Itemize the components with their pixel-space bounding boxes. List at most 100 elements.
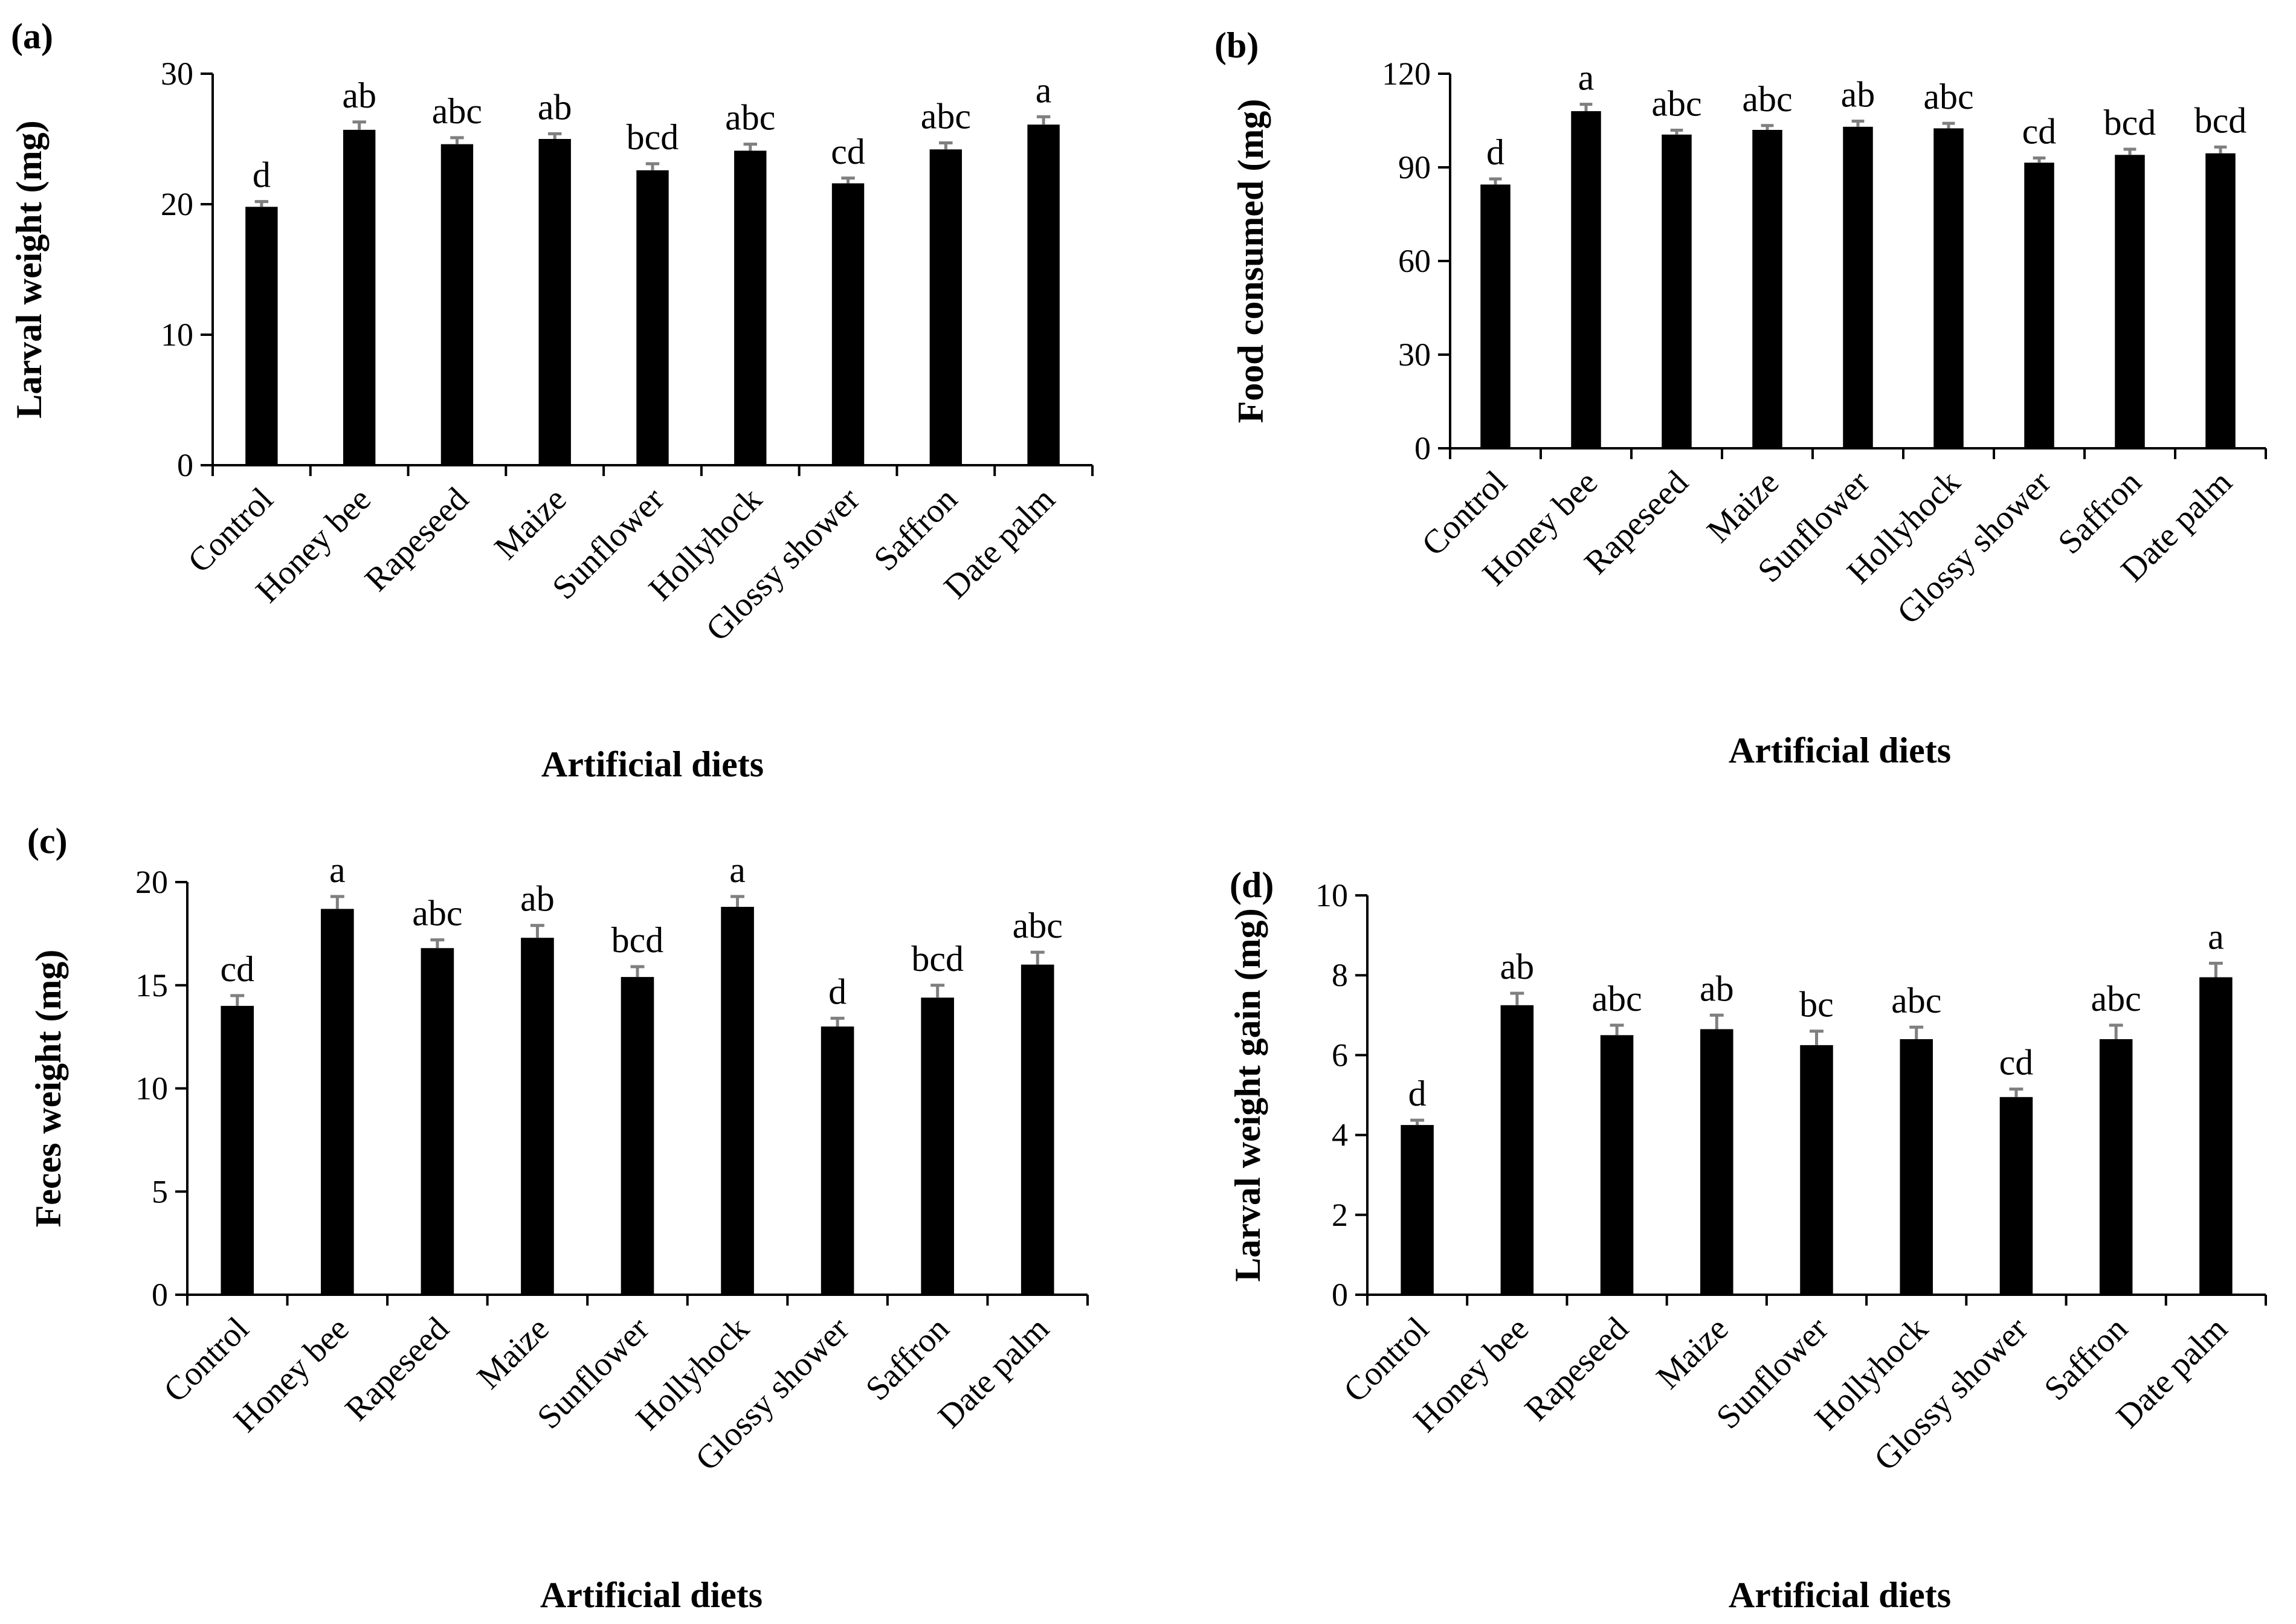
y-tick-label: 0 xyxy=(177,447,193,483)
bar xyxy=(245,207,278,465)
y-tick-label: 0 xyxy=(152,1277,168,1313)
significance-label: abc xyxy=(1591,979,1642,1019)
y-tick-label: 20 xyxy=(161,186,193,222)
significance-label: abc xyxy=(2091,979,2141,1019)
bar xyxy=(831,183,865,465)
bar xyxy=(1571,111,1601,448)
bar xyxy=(1027,124,1060,466)
y-tick-label: 10 xyxy=(1315,877,1348,914)
significance-label: bcd xyxy=(2104,103,2156,143)
significance-label: ab xyxy=(1500,947,1535,987)
bar xyxy=(1800,1045,1833,1295)
panel-label: (a) xyxy=(11,16,53,56)
bar xyxy=(1500,1005,1534,1295)
bar xyxy=(929,149,963,465)
significance-label: abc xyxy=(1651,84,1701,124)
significance-label: cd xyxy=(220,949,254,989)
significance-label: bcd xyxy=(911,939,964,979)
y-axis-title: Food consumed (mg) xyxy=(1231,99,1271,424)
bar xyxy=(734,150,767,465)
bar xyxy=(1021,964,1054,1295)
bar xyxy=(2199,977,2233,1295)
significance-label: abc xyxy=(1013,906,1063,946)
significance-label: cd xyxy=(1999,1043,2034,1083)
significance-label: d xyxy=(1408,1074,1427,1113)
bar xyxy=(343,129,376,465)
significance-label: cd xyxy=(831,132,865,172)
y-tick-label: 6 xyxy=(1332,1037,1348,1073)
significance-label: d xyxy=(828,971,846,1011)
significance-label: d xyxy=(1486,132,1504,172)
y-tick-label: 5 xyxy=(152,1173,168,1210)
y-tick-label: 60 xyxy=(1398,243,1431,279)
bar xyxy=(538,139,571,465)
y-axis-title: Larval weight (mg) xyxy=(9,120,49,418)
significance-label: a xyxy=(329,850,346,890)
significance-label: cd xyxy=(2022,112,2057,152)
significance-label: ab xyxy=(1700,968,1734,1008)
y-tick-label: 120 xyxy=(1382,56,1431,92)
y-tick-label: 20 xyxy=(135,864,168,900)
significance-label: abc xyxy=(921,96,971,136)
y-tick-label: 30 xyxy=(161,56,193,92)
y-tick-label: 0 xyxy=(1414,430,1431,466)
y-tick-label: 0 xyxy=(1332,1277,1348,1313)
x-axis-title: Artificial diets xyxy=(540,1575,763,1615)
x-axis-title: Artificial diets xyxy=(541,744,764,784)
significance-label: a xyxy=(729,850,746,890)
significance-label: a xyxy=(1578,58,1595,98)
significance-label: a xyxy=(2208,917,2224,956)
significance-label: a xyxy=(1036,70,1052,110)
significance-label: bcd xyxy=(611,920,664,960)
bar xyxy=(621,977,654,1295)
y-axis-title: Larval weight gain (mg) xyxy=(1228,908,1268,1281)
y-tick-label: 8 xyxy=(1332,957,1348,993)
bar xyxy=(721,906,754,1295)
bar xyxy=(1933,128,1964,448)
bar xyxy=(2115,155,2145,448)
bar xyxy=(2205,153,2236,448)
significance-label: abc xyxy=(1923,77,1973,117)
bar xyxy=(1999,1097,2033,1295)
significance-label: bc xyxy=(1799,985,1834,1025)
significance-label: bcd xyxy=(2194,100,2247,140)
x-axis-title: Artificial diets xyxy=(1729,730,1951,770)
y-tick-label: 10 xyxy=(161,317,193,353)
y-tick-label: 4 xyxy=(1332,1117,1348,1153)
bar xyxy=(1900,1039,1933,1295)
y-tick-label: 10 xyxy=(135,1071,168,1107)
panel-label: (d) xyxy=(1230,865,1274,905)
bar xyxy=(1843,126,1873,449)
y-tick-label: 30 xyxy=(1398,337,1431,373)
bar xyxy=(921,997,954,1295)
x-axis-title: Artificial diets xyxy=(1729,1575,1951,1615)
bar xyxy=(2099,1039,2133,1295)
significance-label: bcd xyxy=(627,117,679,157)
significance-label: abc xyxy=(1891,981,1941,1020)
bar xyxy=(521,938,554,1295)
significance-label: ab xyxy=(538,87,572,127)
bar xyxy=(221,1005,254,1295)
significance-label: d xyxy=(253,155,271,195)
significance-label: ab xyxy=(342,76,376,115)
bar xyxy=(321,909,354,1295)
bar xyxy=(1480,184,1511,448)
significance-label: abc xyxy=(412,894,462,933)
y-axis-title: Feces weight (mg) xyxy=(28,950,68,1228)
bar xyxy=(421,948,454,1295)
significance-label: abc xyxy=(1742,79,1792,119)
panel-label: (b) xyxy=(1214,25,1259,65)
bar xyxy=(440,144,474,465)
bar xyxy=(1600,1035,1634,1295)
bar xyxy=(636,170,669,465)
significance-label: abc xyxy=(432,91,482,131)
significance-label: abc xyxy=(725,98,775,138)
significance-label: ab xyxy=(520,879,555,919)
y-tick-label: 15 xyxy=(135,967,168,1004)
y-tick-label: 2 xyxy=(1332,1197,1348,1233)
y-tick-label: 90 xyxy=(1398,149,1431,185)
bar xyxy=(1700,1029,1733,1295)
bar xyxy=(2024,163,2054,448)
